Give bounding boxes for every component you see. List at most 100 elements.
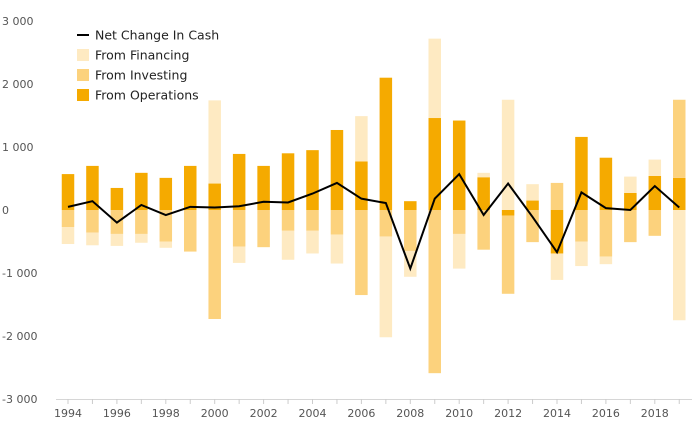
y-tick-label: 0	[2, 204, 9, 217]
bar-from-investing-2013	[526, 210, 539, 243]
bar-from-investing-2001	[232, 210, 246, 247]
bar-from-operations-2016	[599, 157, 613, 210]
y-tick-label: 2 000	[2, 78, 34, 91]
bar-from-investing-2004	[306, 210, 319, 231]
x-tick-label: 2006	[347, 407, 375, 420]
bar-from-operations-1996	[110, 187, 124, 210]
bar-from-financing-2011	[477, 172, 490, 178]
bar-from-financing-2010	[452, 233, 466, 269]
bar-from-financing-1995	[86, 232, 99, 246]
bar-from-operations-2011	[477, 177, 490, 210]
legend-swatch-from-financing	[77, 49, 89, 61]
bar-from-operations-2017	[624, 192, 637, 210]
bar-from-financing-2019	[673, 210, 686, 321]
x-tick-label: 2012	[494, 407, 522, 420]
bar-from-financing-1996	[110, 233, 124, 246]
bar-from-operations-2015	[575, 136, 588, 210]
bar-from-operations-2008	[404, 201, 417, 210]
bar-from-financing-2012	[501, 99, 515, 210]
bar-from-financing-1997	[135, 233, 148, 243]
x-tick-label: 2002	[250, 407, 278, 420]
bar-from-operations-2007	[379, 77, 393, 210]
y-tick-label: 3 000	[2, 15, 34, 28]
bar-from-investing-2019	[673, 99, 686, 178]
bar-from-financing-2016	[599, 256, 613, 265]
bar-from-investing-1997	[135, 210, 148, 234]
bar-from-financing-2018	[648, 159, 662, 176]
x-tick-label: 2008	[396, 407, 424, 420]
bar-from-operations-2000	[208, 183, 221, 210]
x-tick-label: 2018	[641, 407, 669, 420]
bar-from-operations-2013	[526, 200, 539, 210]
bar-from-financing-2014	[550, 253, 564, 280]
bar-from-financing-2000	[208, 100, 221, 184]
bar-from-investing-2009	[428, 210, 441, 374]
bar-from-investing-2017	[624, 210, 637, 243]
line-layer	[67, 172, 680, 272]
bar-from-investing-1995	[86, 210, 99, 233]
legend-label-net-change-in-cash: Net Change In Cash	[95, 28, 219, 43]
bar-from-operations-2001	[232, 153, 246, 210]
bar-from-operations-2010	[452, 120, 466, 210]
bar-from-operations-1999	[184, 165, 197, 210]
bar-from-financing-2017	[624, 176, 637, 193]
bar-from-operations-1997	[135, 172, 148, 210]
bar-from-operations-2005	[330, 129, 344, 210]
y-tick-label: -1 000	[2, 267, 37, 280]
bar-from-financing-2004	[306, 230, 319, 254]
axes-layer: 3 000 2 000 1 000 0 -1 000 -2 000 -3 000 1994 19…	[2, 15, 692, 420]
x-tick-label: 1996	[103, 407, 131, 420]
bar-from-investing-2008	[404, 210, 417, 251]
bar-from-financing-2006	[355, 116, 368, 162]
legend-label-from-financing: From Financing	[95, 48, 189, 63]
bar-from-investing-1994	[61, 210, 75, 228]
bar-from-financing-1998	[159, 241, 173, 248]
x-tick-label: 2014	[543, 407, 571, 420]
bar-from-operations-1995	[86, 165, 99, 210]
legend-swatch-from-investing	[77, 69, 89, 81]
bar-from-investing-2000	[208, 210, 221, 319]
bar-from-investing-2014	[550, 182, 564, 210]
bar-from-investing-2010	[452, 210, 466, 234]
bar-from-operations-2003	[281, 153, 295, 210]
bar-from-investing-1999	[184, 210, 197, 252]
legend-swatch-from-operations	[77, 89, 89, 101]
bar-from-investing-2002	[257, 210, 270, 248]
bar-from-operations-2019	[673, 177, 686, 210]
bar-from-operations-1998	[159, 177, 173, 210]
x-tick-label: 2004	[299, 407, 327, 420]
bar-from-financing-2005	[330, 234, 344, 264]
bar-from-financing-2009	[428, 38, 441, 119]
bar-from-operations-2009	[428, 118, 441, 210]
bar-from-investing-2018	[648, 210, 662, 236]
x-tick-label: 1998	[152, 407, 180, 420]
x-tick-label: 2000	[201, 407, 229, 420]
bar-from-financing-2015	[575, 241, 588, 267]
bars-layer	[61, 38, 686, 374]
x-tick-label: 1994	[54, 407, 82, 420]
bar-from-financing-2007	[379, 236, 393, 338]
bar-from-investing-2007	[379, 210, 393, 237]
bar-from-investing-2005	[330, 210, 344, 235]
legend-label-from-investing: From Investing	[95, 68, 187, 83]
bar-from-operations-1994	[61, 174, 75, 210]
bar-from-operations-2018	[648, 175, 662, 210]
bar-from-operations-2002	[257, 165, 270, 210]
y-tick-label: -2 000	[2, 330, 37, 343]
bar-from-investing-2016	[599, 210, 613, 257]
bar-from-investing-2003	[281, 210, 295, 231]
bar-from-investing-2006	[355, 210, 368, 296]
bar-from-operations-2006	[355, 161, 368, 210]
bar-from-financing-2013	[526, 184, 539, 201]
bar-from-operations-2004	[306, 150, 319, 210]
bar-from-financing-1994	[61, 227, 75, 245]
bar-from-investing-2011	[477, 210, 490, 250]
bar-from-investing-2012	[501, 215, 515, 294]
y-tick-label: 1 000	[2, 141, 34, 154]
bar-from-investing-2015	[575, 210, 588, 242]
x-tick-label: 2016	[592, 407, 620, 420]
bar-from-operations-2012	[501, 210, 515, 216]
line-net-change-in-cash	[67, 172, 680, 272]
